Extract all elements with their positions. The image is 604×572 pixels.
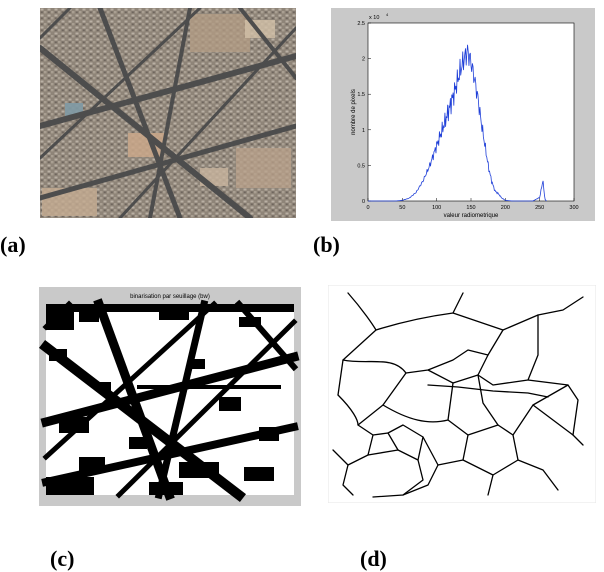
y-multiplier-label: x 10 <box>369 15 379 21</box>
series-line <box>368 44 547 202</box>
caption-c: (c) <box>50 546 75 571</box>
y-tick-label: 0 <box>362 199 365 205</box>
x-tick-label: 0 <box>366 205 369 211</box>
x-axis-label: valeur radiometrique <box>444 213 499 219</box>
x-tick-label: 300 <box>569 205 578 211</box>
y-tick-label: 1 <box>362 128 365 134</box>
x-tick-label: 150 <box>466 205 475 211</box>
caption-b: (b) <box>313 232 340 257</box>
caption-a: (a) <box>0 232 26 257</box>
plot-area <box>367 22 575 202</box>
binarized-image-title: binarisation par seuillage (bw) <box>130 294 210 300</box>
x-tick-label: 100 <box>432 205 441 211</box>
x-tick-label: 200 <box>501 205 510 211</box>
x-tick-label: 250 <box>535 205 544 211</box>
x-tick-label: 50 <box>399 205 405 211</box>
y-tick-label: 0.5 <box>357 163 365 169</box>
y-tick-label: 1.5 <box>357 92 365 98</box>
y-tick-label: 2.5 <box>357 21 365 27</box>
aerial-image <box>37 5 299 221</box>
caption-d: (d) <box>360 546 387 571</box>
y-axis-label: nombre de pixels <box>351 89 357 135</box>
y-multiplier-exp: 4 <box>386 12 389 17</box>
y-tick-label: 2 <box>362 57 365 63</box>
road-network-image <box>327 284 597 504</box>
histogram-chart: 0 0.5 1 1.5 2 2.5 0 50 100 150 200 250 300 x 10 4 v… <box>331 8 595 221</box>
binarized-image: binarisation par seuillage (bw) <box>38 287 301 506</box>
